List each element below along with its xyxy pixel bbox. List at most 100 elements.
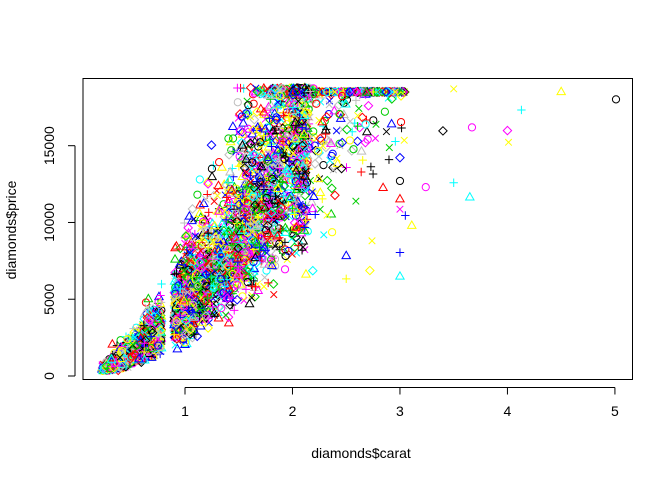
data-point [391,137,400,146]
data-point [297,100,307,109]
data-point [200,269,211,280]
data-point [280,265,290,274]
data-point [278,246,288,257]
data-point [268,147,279,157]
data-point [278,84,287,93]
data-point [248,165,256,173]
data-point [298,141,309,151]
data-point [255,205,266,216]
data-point [193,278,204,289]
data-point [187,204,198,214]
data-point [195,257,206,268]
data-point [326,183,337,194]
data-point [244,230,254,241]
data-point [252,121,263,131]
data-point [240,296,248,305]
data-point [298,207,309,217]
data-point [257,181,265,189]
data-point [332,158,343,168]
data-point [358,155,367,165]
data-point [323,135,334,145]
data-point [281,163,292,173]
data-point [326,156,334,164]
data-point [262,224,274,234]
data-point [354,111,362,120]
data-point [211,238,221,247]
data-point [378,182,389,192]
data-point [297,115,308,126]
data-point [250,252,261,262]
data-point [171,240,182,250]
data-point [176,256,187,266]
data-point [204,208,213,217]
data-point [203,262,214,273]
data-point [345,136,355,145]
data-point [258,254,267,263]
data-point [298,172,307,181]
data-point [284,157,294,166]
data-point [207,218,218,228]
data-point [213,191,221,200]
data-point [335,109,344,119]
data-point [242,104,253,114]
data-point [244,298,255,308]
data-point [296,227,307,237]
data-point [144,303,152,311]
data-point [207,171,218,181]
data-point [270,125,279,135]
data-point [217,218,228,228]
data-point [314,146,323,155]
data-point [207,164,217,173]
data-point [380,107,389,116]
data-point [352,136,363,147]
data-point [192,273,201,282]
data-point [336,142,344,150]
data-point [222,293,233,304]
data-point [272,167,283,178]
data-point [195,175,204,184]
data-point [247,229,259,239]
data-point [223,225,234,235]
data-point [252,84,260,92]
data-point [235,278,246,288]
data-point [180,267,188,275]
data-point [213,180,224,190]
data-point [266,169,277,179]
data-point [273,193,282,201]
data-point [290,133,301,143]
data-point [269,178,279,187]
data-point [197,247,208,257]
data-point [262,266,271,275]
data-point [255,138,266,149]
data-point [356,167,366,177]
data-point [231,259,243,269]
data-point [271,261,280,271]
data-point [300,181,311,192]
data-point [360,137,371,148]
data-point [352,197,360,205]
data-point [279,111,288,120]
data-point [258,205,267,214]
data-point [249,114,260,125]
data-point [230,306,239,315]
data-point [294,216,305,225]
data-point [297,161,308,171]
data-point [250,204,261,215]
data-point [296,152,307,163]
data-point [302,152,311,160]
data-point [248,150,258,160]
data-point [363,135,372,144]
data-point [289,217,300,228]
data-point [224,149,235,160]
data-point [197,241,206,250]
data-point [283,124,293,133]
data-point [300,223,310,232]
data-point [342,163,351,172]
data-point [251,257,262,268]
data-point [180,218,189,228]
data-point [284,246,293,256]
data-point [263,101,274,111]
data-point [223,268,232,277]
data-point [143,348,154,358]
data-point [279,180,290,191]
